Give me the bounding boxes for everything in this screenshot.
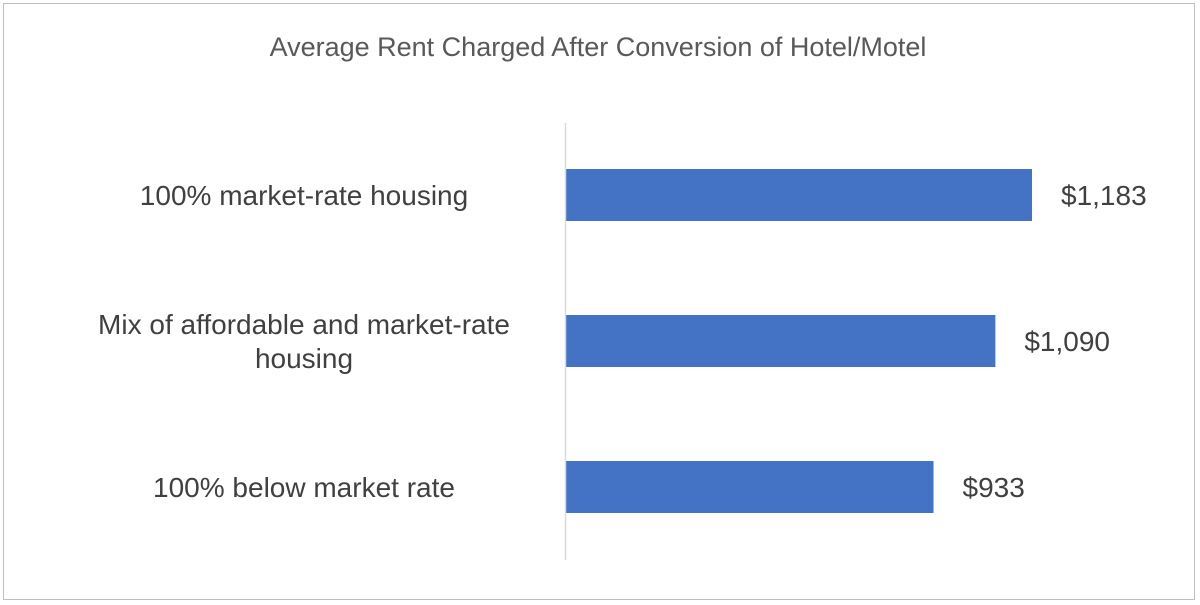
value-label-1: $1,183 <box>1061 180 1147 211</box>
bar-1 <box>566 169 1032 221</box>
bar-2 <box>566 315 996 367</box>
bar-3 <box>566 461 934 513</box>
category-label-1: 100% market-rate housing <box>140 180 468 211</box>
bars-layer: $1,183 100% market-rate housing $1,090 Mix … <box>98 169 1147 513</box>
category-label-3: 100% below market rate <box>153 472 455 503</box>
value-label-3: $933 <box>963 472 1025 503</box>
value-label-2: $1,090 <box>1024 326 1110 357</box>
category-label-2: Mix of affordable and market-rate housing <box>98 309 510 374</box>
chart-title: Average Rent Charged After Conversion of… <box>269 32 927 62</box>
category-label-2-line-1: Mix of affordable and market-rate <box>98 309 510 340</box>
category-label-3-line-1: 100% below market rate <box>153 472 455 503</box>
category-label-2-line-2: housing <box>255 343 353 374</box>
category-label-1-line-1: 100% market-rate housing <box>140 180 468 211</box>
